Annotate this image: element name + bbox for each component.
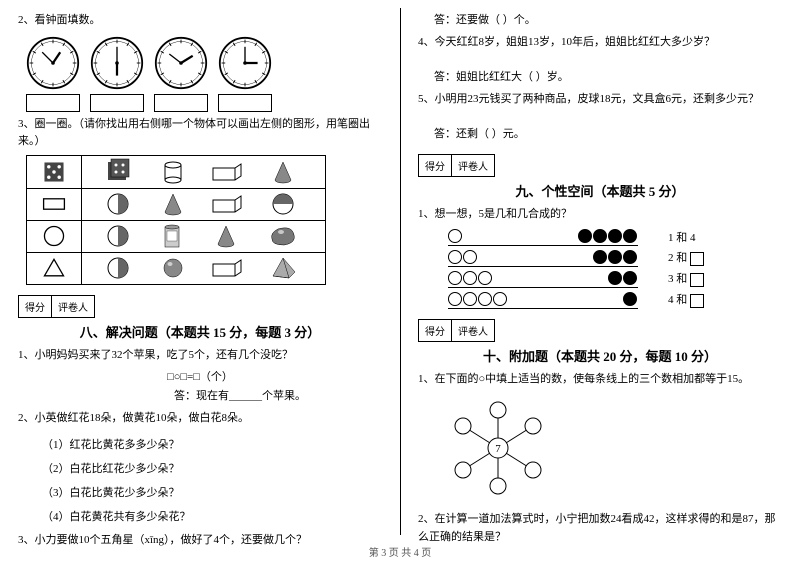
filled-circle	[608, 229, 622, 243]
clock-answer-1[interactable]	[26, 94, 80, 112]
score-label: 得分	[18, 295, 52, 318]
grader-label: 评卷人	[52, 295, 95, 318]
dots-row-2: 2 和	[448, 249, 782, 267]
dots-diagram: 1 和 4 2 和 3 和 4 和	[448, 228, 782, 309]
filled-circle	[623, 271, 637, 285]
grader-label-10: 评卷人	[452, 319, 495, 342]
options-row-2[interactable]	[81, 189, 325, 220]
open-circle	[463, 271, 477, 285]
q5: 5、小明用23元钱买了两种商品，皮球18元，文具盒6元，还剩多少元？	[418, 91, 782, 109]
clock-answer-4[interactable]	[218, 94, 272, 112]
match-table	[26, 155, 326, 285]
target-shape-1	[27, 156, 81, 188]
open-circle	[448, 229, 462, 243]
filled-circle	[608, 250, 622, 264]
open-circle	[478, 271, 492, 285]
q4: 4、今天红红8岁，姐姐13岁，10年后，姐姐比红红大多少岁？	[418, 34, 782, 52]
filled-circle	[578, 229, 592, 243]
dots-line	[448, 291, 638, 309]
dots-label: 3 和	[668, 270, 704, 286]
ans-prev[interactable]: 答：还要做（ ）个。	[434, 12, 782, 30]
section-9-title: 九、个性空间（本题共 5 分）	[418, 181, 782, 200]
options-row-1[interactable]	[81, 156, 325, 188]
open-circle	[448, 271, 462, 285]
left-column: 2、看钟面填数。 3、圈一圈。（请你找出用右侧哪一个物体可以画出左侧的图形，用笔…	[0, 0, 400, 540]
clocks-row	[26, 36, 382, 112]
dots-row-1: 1 和 4	[448, 228, 782, 246]
s8q2b: （2）白花比红花少多少朵？	[42, 460, 382, 476]
filled-circle	[623, 292, 637, 306]
answer-box[interactable]	[690, 294, 704, 308]
dots-row-4: 4 和	[448, 291, 782, 309]
match-row-4	[27, 252, 325, 284]
star-center-value: 7	[495, 443, 501, 455]
s8q2a: （1）红花比黄花多多少朵？	[42, 436, 382, 452]
clock-4	[218, 36, 272, 112]
match-row-1	[27, 156, 325, 188]
score-label-9: 得分	[418, 154, 452, 177]
section-8-title: 八、解决问题（本题共 15 分，每题 3 分）	[18, 322, 382, 341]
s9q1: 1、想一想，5是几和几合成的？	[418, 206, 782, 224]
s8q1: 1、小明妈妈买来了32个苹果，吃了5个，还有几个没吃？	[18, 347, 382, 365]
s10q2: 2、在计算一道加法算式时，小宁把加数24看成42，这样求得的和是87，那么正确的…	[418, 511, 782, 546]
target-shape-2	[27, 189, 81, 220]
open-circle	[448, 250, 462, 264]
options-row-4[interactable]	[81, 253, 325, 284]
open-circle	[463, 250, 477, 264]
filled-circle	[623, 229, 637, 243]
clock-answer-3[interactable]	[154, 94, 208, 112]
dots-label: 2 和	[668, 249, 704, 265]
q2-text: 2、看钟面填数。	[18, 12, 382, 30]
options-row-3[interactable]	[81, 221, 325, 252]
answer-box[interactable]	[690, 273, 704, 287]
clock-answer-2[interactable]	[90, 94, 144, 112]
clock-face-2	[90, 36, 144, 90]
open-circle	[493, 292, 507, 306]
s8q1-equation[interactable]: □○□=□（个）	[18, 368, 382, 384]
dots-label: 4 和	[668, 291, 704, 307]
ans4[interactable]: 答：姐姐比红红大（ ）岁。	[434, 69, 782, 87]
match-row-3	[27, 220, 325, 252]
open-circle	[478, 292, 492, 306]
dots-row-3: 3 和	[448, 270, 782, 288]
clock-face-1	[26, 36, 80, 90]
score-box-8: 得分 评卷人	[18, 295, 382, 318]
page-footer: 第 3 页 共 4 页	[0, 544, 800, 559]
target-shape-4	[27, 253, 81, 284]
dots-label: 1 和 4	[668, 229, 696, 245]
grader-label-9: 评卷人	[452, 154, 495, 177]
clock-face-3	[154, 36, 208, 90]
filled-circle	[593, 229, 607, 243]
answer-box[interactable]	[690, 252, 704, 266]
dots-line	[448, 270, 638, 288]
section-10-title: 十、附加题（本题共 20 分，每题 10 分）	[418, 346, 782, 365]
star-diagram[interactable]: 7	[438, 398, 558, 498]
clock-3	[154, 36, 208, 112]
target-shape-3	[27, 221, 81, 252]
filled-circle	[623, 250, 637, 264]
open-circle	[448, 292, 462, 306]
filled-circle	[608, 271, 622, 285]
s10q1: 1、在下面的○中填上适当的数，使每条线上的三个数相加都等于15。	[418, 371, 782, 389]
score-label-10: 得分	[418, 319, 452, 342]
q3-text: 3、圈一圈。（请你找出用右侧哪一个物体可以画出左侧的图形，用笔圈出来。）	[18, 116, 382, 151]
open-circle	[463, 292, 477, 306]
dots-line	[448, 249, 638, 267]
score-box-9: 得分 评卷人	[418, 154, 782, 177]
clock-face-4	[218, 36, 272, 90]
ans5[interactable]: 答：还剩（ ）元。	[434, 126, 782, 144]
score-box-10: 得分 评卷人	[418, 319, 782, 342]
filled-circle	[593, 250, 607, 264]
right-column: 答：还要做（ ）个。 4、今天红红8岁，姐姐13岁，10年后，姐姐比红红大多少岁…	[400, 0, 800, 540]
s8q1-answer[interactable]: 答：现在有______个苹果。	[18, 388, 382, 406]
s8q2: 2、小英做红花18朵，做黄花10朵，做白花8朵。	[18, 410, 382, 428]
s8q2d: （4）白花黄花共有多少朵花？	[42, 508, 382, 524]
dots-line	[448, 228, 638, 246]
s8q2c: （3）白花比黄花少多少朵？	[42, 484, 382, 500]
clock-2	[90, 36, 144, 112]
match-row-2	[27, 188, 325, 220]
clock-1	[26, 36, 80, 112]
